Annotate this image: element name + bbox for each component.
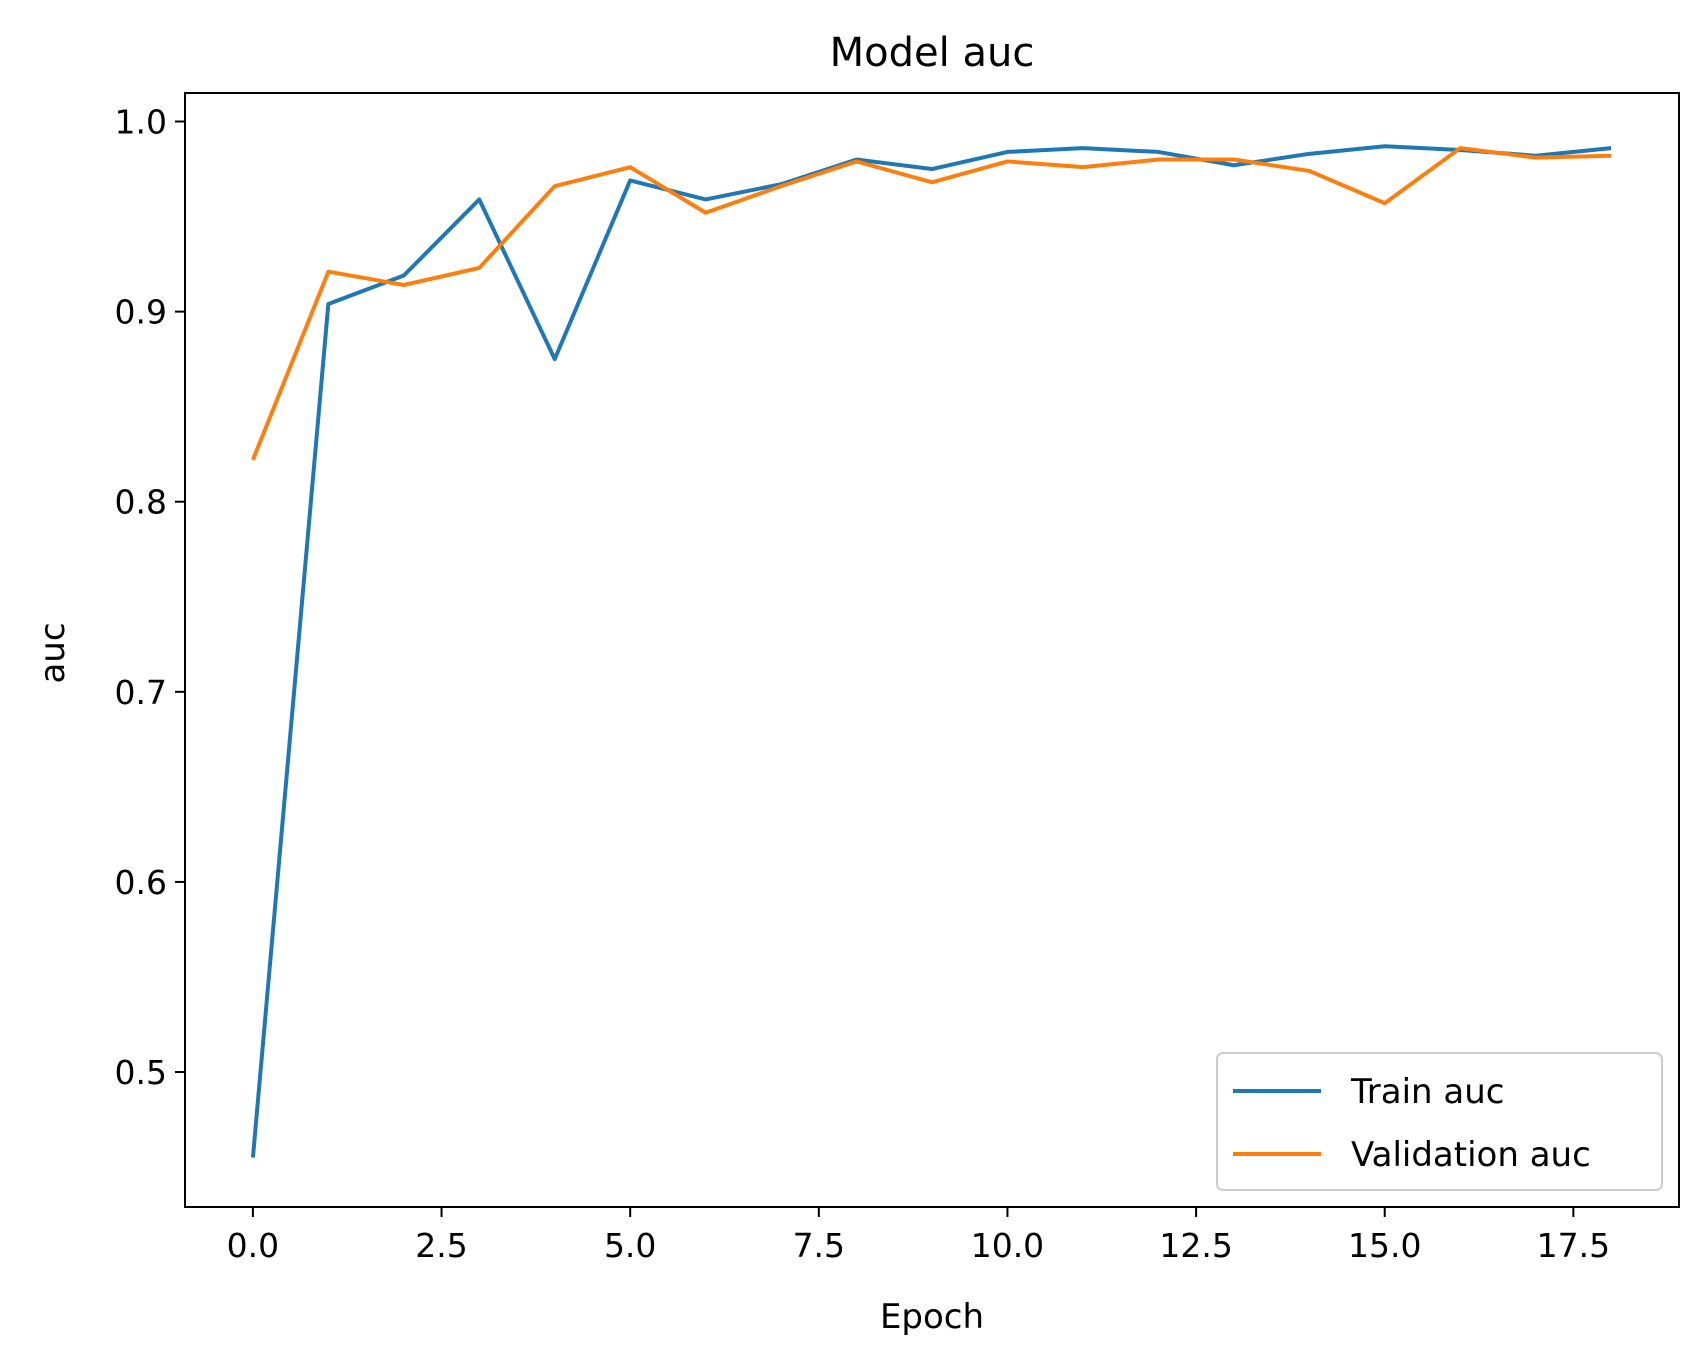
series-line-train — [250, 144, 1612, 1158]
chart-title: Model auc — [830, 30, 1035, 76]
plot-area — [184, 92, 1680, 1208]
series-line-validation — [251, 146, 1612, 461]
y-tick-label: 0.5 — [115, 1053, 167, 1092]
y-tick-label: 0.9 — [115, 293, 167, 332]
legend-label: Validation auc — [1351, 1135, 1591, 1175]
y-tick-label: 0.8 — [115, 483, 167, 522]
x-tick-label: 10.0 — [971, 1226, 1044, 1265]
y-axis: 0.5 0.6 0.7 0.8 0.9 1.0 — [115, 103, 185, 1092]
x-tick-label: 0.0 — [227, 1226, 279, 1265]
y-tick-label: 0.6 — [115, 863, 167, 902]
x-tick-label: 12.5 — [1159, 1226, 1232, 1265]
x-axis: 0.0 2.5 5.0 7.5 10.0 12.5 15.0 17.5 — [227, 1207, 1610, 1265]
plot-frame — [184, 92, 1680, 1208]
y-tick-label: 1.0 — [115, 103, 167, 142]
legend: Train auc Validation auc — [1216, 1052, 1663, 1191]
x-tick-label: 17.5 — [1537, 1226, 1610, 1265]
x-tick-label: 2.5 — [415, 1226, 467, 1265]
y-axis-label: auc — [33, 622, 73, 683]
y-tick-label: 0.7 — [115, 673, 167, 712]
x-tick-label: 15.0 — [1348, 1226, 1421, 1265]
legend-label: Train auc — [1350, 1072, 1504, 1112]
x-tick-label: 7.5 — [793, 1226, 845, 1265]
series-layer — [250, 144, 1612, 1158]
legend-box — [1216, 1052, 1663, 1191]
x-tick-label: 5.0 — [604, 1226, 656, 1265]
x-axis-label: Epoch — [880, 1297, 984, 1337]
